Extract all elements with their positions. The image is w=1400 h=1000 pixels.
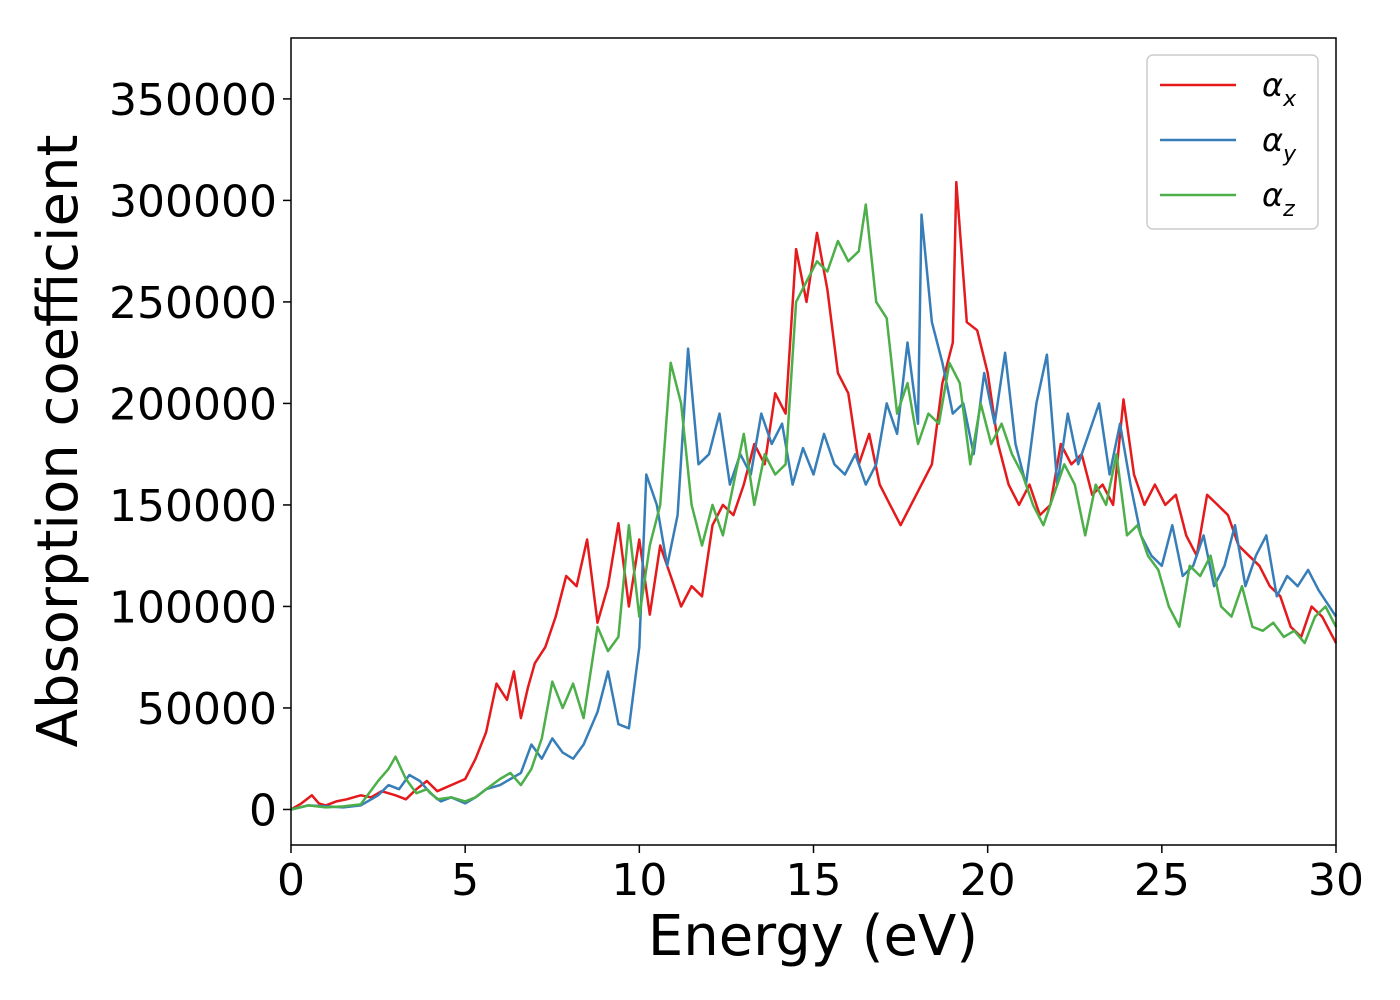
series-line-x <box>290 180 1338 811</box>
series-layer <box>290 180 1338 811</box>
x-tick-label: 15 <box>786 855 842 906</box>
x-axis: 0 5 10 15 20 25 30 <box>277 845 1364 906</box>
x-axis-title: Energy (eV) <box>648 904 978 969</box>
x-tick-label: 25 <box>1134 855 1190 906</box>
y-axis: 0 50000 100000 150000 200000 250000 300000 3500… <box>109 75 291 836</box>
y-tick-label: 100000 <box>109 582 277 633</box>
y-tick-label: 300000 <box>109 176 277 227</box>
x-tick-label: 30 <box>1308 855 1364 906</box>
y-tick-label: 50000 <box>137 684 277 735</box>
y-tick-label: 200000 <box>109 379 277 430</box>
x-tick-label: 5 <box>451 855 479 906</box>
x-tick-label: 10 <box>611 855 667 906</box>
y-axis-title: Absorption coefficient <box>26 135 91 748</box>
legend-box <box>1146 54 1319 230</box>
y-tick-label: 0 <box>249 785 277 836</box>
y-tick-label: 350000 <box>109 75 277 126</box>
y-tick-label: 250000 <box>109 278 277 329</box>
x-tick-label: 20 <box>960 855 1016 906</box>
x-tick-label: 0 <box>277 855 305 906</box>
series-line-y <box>290 213 1338 811</box>
y-tick-label: 150000 <box>109 481 277 532</box>
series-line-z <box>290 203 1338 811</box>
